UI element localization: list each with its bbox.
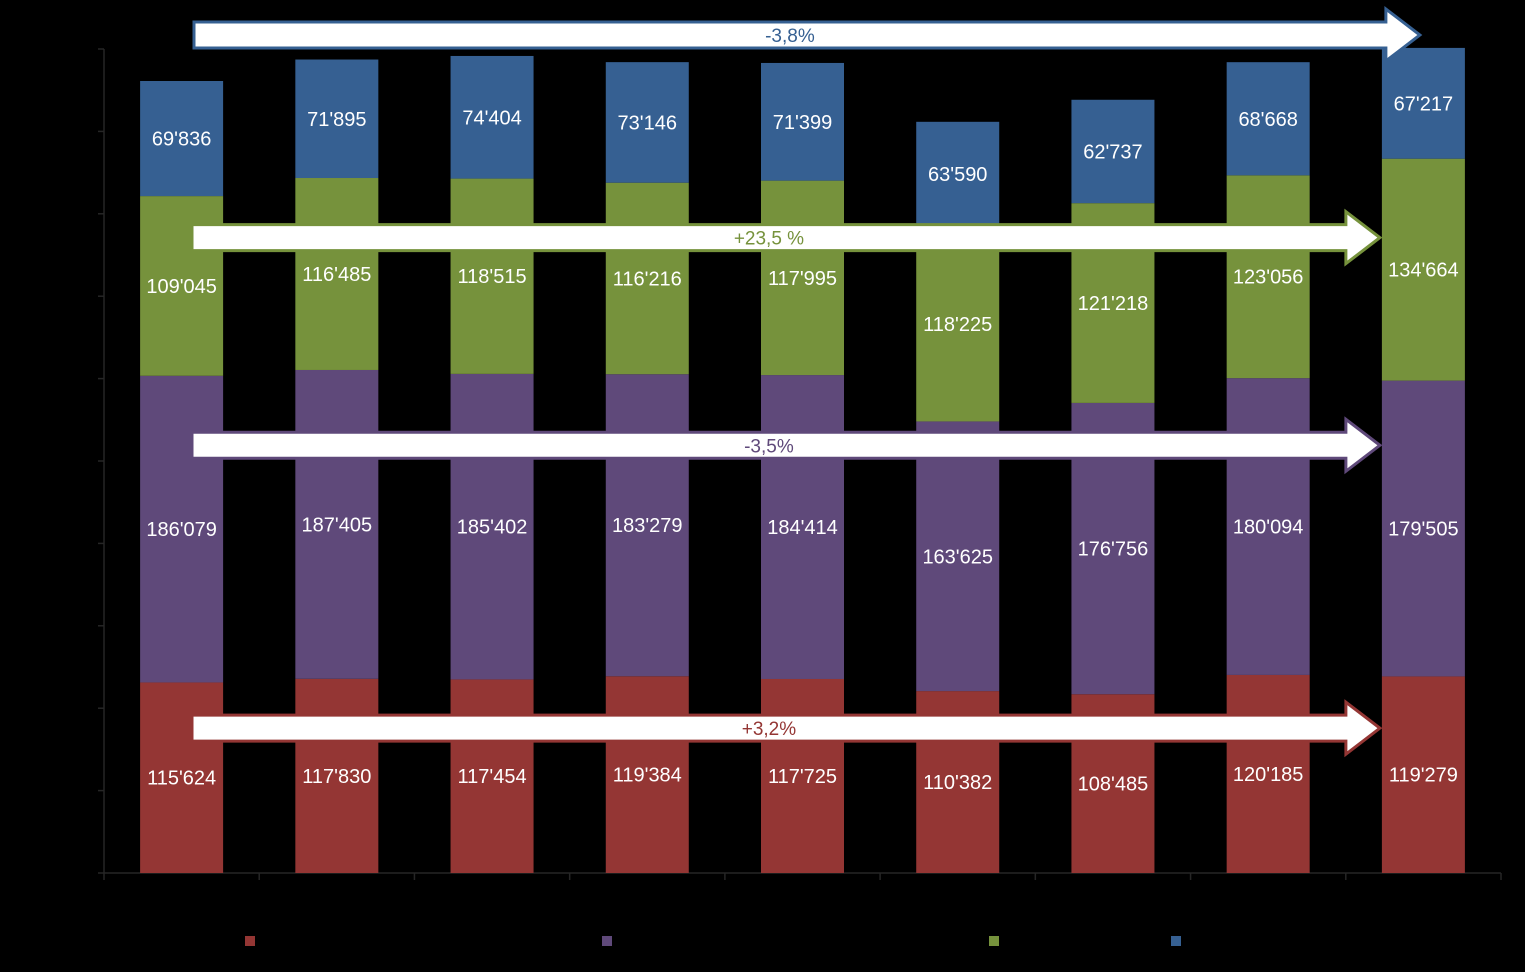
bar-segment [605, 676, 689, 873]
data-label: 62'737 [1083, 141, 1142, 163]
data-label: 118'515 [458, 266, 527, 288]
data-label: 108'485 [1078, 774, 1149, 796]
bars [140, 47, 1465, 873]
data-label: 67'217 [1394, 93, 1453, 115]
bar-segment [450, 373, 534, 680]
bar-segment [450, 178, 534, 374]
bar-segment [1226, 62, 1310, 176]
data-label: 183'279 [612, 515, 683, 537]
data-label: 116'485 [302, 264, 371, 286]
bar-segment [295, 369, 379, 679]
data-label: 116'216 [613, 268, 682, 290]
data-label: 120'185 [1233, 764, 1304, 786]
data-label: 123'056 [1233, 267, 1304, 289]
data-label: 71'895 [307, 109, 366, 131]
data-label: 187'405 [302, 514, 373, 536]
data-label: 69'836 [152, 129, 211, 151]
bar-segment [1226, 674, 1310, 873]
legend-marker [602, 936, 612, 946]
data-label: 119'384 [613, 765, 682, 787]
data-label: 180'094 [1233, 517, 1304, 539]
legend-marker [989, 936, 999, 946]
bar-segment [1071, 99, 1155, 204]
bar-segment [450, 55, 534, 179]
data-label: 117'830 [302, 766, 371, 788]
bar-segment [450, 679, 534, 873]
data-label: 63'590 [928, 164, 987, 186]
trend-arrow-label: -3,5% [744, 436, 794, 457]
bar-segment [140, 375, 224, 683]
trend-arrow-label: +23,5 % [734, 229, 804, 250]
data-label: 185'402 [457, 517, 528, 539]
data-label: 176'756 [1078, 539, 1149, 561]
data-label: 186'079 [146, 519, 217, 541]
trend-arrow [190, 699, 1383, 758]
data-label: 121'218 [1078, 293, 1149, 315]
data-label: 117'725 [768, 766, 837, 788]
bar-segment [761, 678, 844, 873]
data-label: 110'382 [923, 772, 992, 794]
trend-arrow-label: -3,8% [765, 26, 815, 47]
trend-arrow [192, 5, 1423, 65]
bar-segment [295, 678, 379, 873]
data-label: 109'045 [146, 276, 217, 298]
data-label: 71'399 [773, 112, 832, 134]
data-label: 115'624 [147, 768, 216, 790]
bar-segment [295, 59, 379, 179]
bar-segment [605, 182, 689, 375]
trend-arrow [190, 208, 1383, 267]
bar-segment [295, 178, 379, 370]
trend-arrow [190, 416, 1383, 475]
legend-marker [245, 936, 255, 946]
bar-segment [1381, 158, 1465, 381]
data-label: 117'454 [458, 766, 527, 788]
legend-marker [1171, 936, 1181, 946]
data-label: 68'668 [1238, 109, 1297, 131]
data-label: 117'995 [768, 268, 837, 290]
bar-segment [1381, 676, 1465, 873]
bar-segment [761, 375, 844, 679]
data-label: 73'146 [618, 112, 677, 134]
data-label: 179'505 [1388, 519, 1459, 541]
data-label: 184'414 [767, 517, 838, 539]
trend-arrow-label: +3,2% [742, 719, 797, 740]
bar-segment [605, 374, 689, 677]
data-label: 163'625 [922, 546, 993, 568]
bar-segment [916, 226, 1000, 422]
data-label: 134'664 [1388, 260, 1459, 282]
legend [245, 936, 1181, 946]
bar-segment [605, 62, 689, 183]
data-label: 118'225 [923, 314, 992, 336]
bar-segment [1381, 380, 1465, 677]
data-labels: 115'624 186'079 109'045 69'836 117'830 187'40… [146, 93, 1458, 795]
data-label: 119'279 [1389, 765, 1458, 787]
trend-arrows: -3,8% +23,5 % -3,5% +3,2% [190, 5, 1423, 758]
bar-segment [1226, 175, 1310, 379]
bar-segment [140, 80, 224, 197]
bar-segment [761, 180, 844, 376]
bar-segment [916, 121, 1000, 227]
data-label: 74'404 [462, 107, 521, 129]
bar-segment [1381, 47, 1465, 159]
bar-segment [761, 62, 844, 181]
bar-segment [916, 421, 1000, 692]
bar-segment [1226, 378, 1310, 675]
